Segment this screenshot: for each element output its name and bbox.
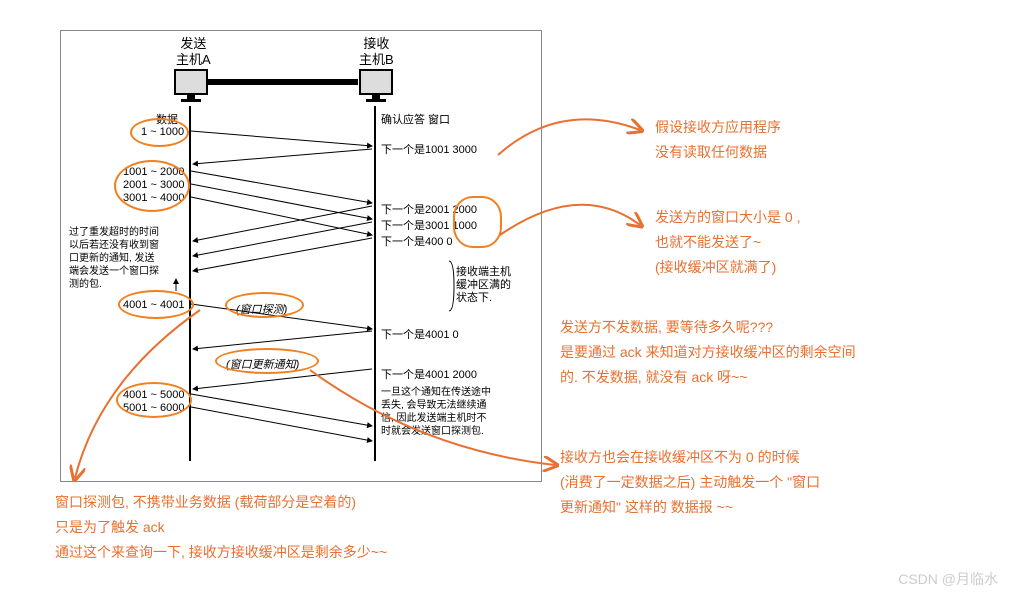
mark-4001 bbox=[118, 290, 194, 319]
note-4: 接收方也会在接收缓冲区不为 0 的时候 (消费了一定数据之后) 主动触发一个 "… bbox=[560, 445, 820, 521]
mark-zero bbox=[453, 196, 502, 248]
note-3: 发送方不发数据, 要等待多久呢??? 是要通过 ack 来知道对方接收缓冲区的剩… bbox=[560, 315, 856, 391]
mark-update bbox=[215, 348, 319, 374]
note-2: 发送方的窗口大小是 0 , 也就不能发送了~ (接收缓冲区就满了) bbox=[655, 205, 800, 281]
mark-batch bbox=[114, 160, 190, 212]
note-1: 假设接收方应用程序 没有读取任何数据 bbox=[655, 115, 781, 165]
mark-1000 bbox=[130, 118, 189, 147]
note-5: 窗口探测包, 不携带业务数据 (载荷部分是空着的) 只是为了触发 ack 通过这… bbox=[55, 490, 387, 566]
mark-probe bbox=[225, 292, 304, 318]
watermark: CSDN @月临水 bbox=[898, 569, 998, 589]
mark-5000 bbox=[116, 382, 192, 418]
